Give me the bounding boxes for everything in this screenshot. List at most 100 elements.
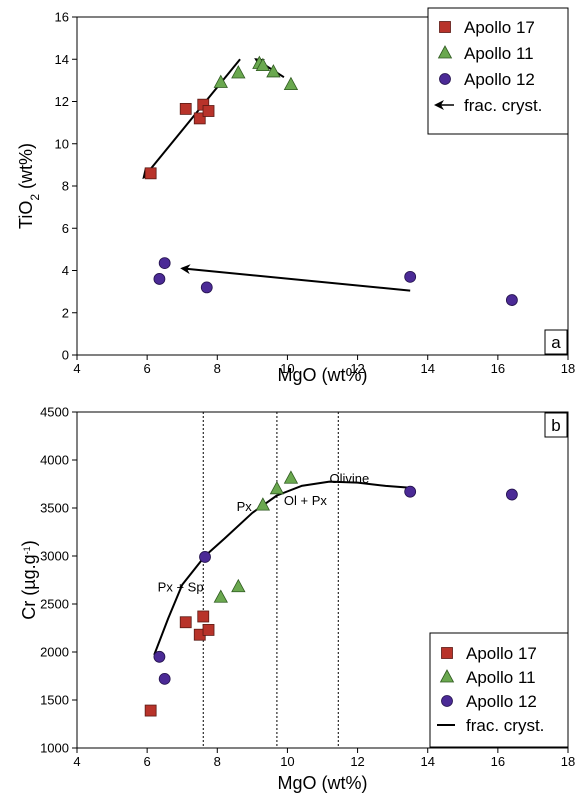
data-point-apollo-12 xyxy=(200,281,213,294)
y-tick-label: 1500 xyxy=(40,693,69,708)
x-axis-title: MgO (wt%) xyxy=(278,773,368,793)
y-axis-title-main: TiO xyxy=(16,201,36,229)
data-point-apollo-11 xyxy=(283,76,299,90)
y-tick-label: 2 xyxy=(62,305,69,320)
x-tick-label: 16 xyxy=(491,361,505,376)
y-tick-label: 10 xyxy=(55,136,69,151)
y-axis-title-superscript: -1 xyxy=(22,546,32,554)
y-axis-title-unit: (wt%) xyxy=(16,143,36,194)
x-tick-label: 8 xyxy=(214,361,221,376)
legend-marker-apollo-17 xyxy=(439,21,451,33)
data-point-apollo-12 xyxy=(505,294,518,306)
x-tick-label: 12 xyxy=(350,754,364,769)
data-point-apollo-12 xyxy=(404,485,417,498)
y-tick-label: 2500 xyxy=(40,597,69,612)
panel-label-box xyxy=(544,412,568,438)
x-tick-label: 18 xyxy=(561,754,575,769)
y-tick-label: 3000 xyxy=(40,549,69,564)
data-point-apollo-17 xyxy=(193,112,206,125)
data-point-apollo-17 xyxy=(179,102,192,115)
y-axis-title-end: ) xyxy=(19,540,39,546)
y-axis-title: Cr (µg.g-1) xyxy=(19,540,39,619)
data-point-apollo-17 xyxy=(197,610,210,623)
data-point-apollo-11 xyxy=(283,470,299,484)
x-tick-label: 10 xyxy=(280,361,294,376)
y-axis-title-main: Cr (µg.g xyxy=(19,554,39,619)
y-tick-label: 4000 xyxy=(40,453,69,468)
data-point-apollo-17 xyxy=(202,624,215,636)
y-tick-label: 14 xyxy=(55,52,69,67)
legend: Apollo 17 Apollo 11 Apollo 12 frac. cryst. xyxy=(429,632,569,748)
chart-panel-b: 4 6 8 10 12 14 16 18 1000 1500 2000 2500 3000 3500 400… xyxy=(19,405,575,794)
y-tick-label: 0 xyxy=(62,348,69,363)
x-tick-label: 14 xyxy=(420,754,434,769)
y-axis-title-subscript: 2 xyxy=(28,194,42,201)
data-point-apollo-12 xyxy=(505,488,518,501)
y-tick-label: 8 xyxy=(62,179,69,194)
legend-label: Apollo 12 xyxy=(464,70,535,89)
y-tick-label: 12 xyxy=(55,94,69,109)
y-tick-label: 4500 xyxy=(40,405,69,420)
crystallization-annotation: Olivine xyxy=(330,471,370,486)
y-axis-title: TiO2 (wt%) xyxy=(16,143,42,229)
data-point-apollo-11 xyxy=(266,64,281,78)
legend-label: Apollo 17 xyxy=(466,644,537,663)
data-point-apollo-11 xyxy=(231,65,246,79)
x-tick-label: 14 xyxy=(420,361,434,376)
data-point-apollo-12 xyxy=(153,650,166,663)
y-tick-label: 16 xyxy=(55,10,69,25)
data-point-apollo-11 xyxy=(213,74,228,88)
x-tick-label: 4 xyxy=(73,754,80,769)
legend-label: frac. cryst. xyxy=(466,716,544,735)
x-axis-title: MgO (wt%) xyxy=(278,365,368,385)
x-tick-label: 8 xyxy=(214,754,221,769)
y-tick-label: 1000 xyxy=(40,741,69,756)
data-point-apollo-11 xyxy=(255,57,271,71)
y-tick-label: 2000 xyxy=(40,645,69,660)
data-point-apollo-17 xyxy=(179,616,192,629)
panel-label: b xyxy=(551,416,560,435)
x-tick-label: 6 xyxy=(144,754,151,769)
data-point-apollo-17 xyxy=(144,704,157,717)
legend-marker-apollo-12 xyxy=(439,73,451,85)
legend-label: Apollo 11 xyxy=(464,44,534,63)
y-tick-label: 3500 xyxy=(40,501,69,516)
panel-label: a xyxy=(551,333,561,352)
chart-panel-a: 4 6 8 10 12 14 16 18 0 2 4 6 8 10 12 14 16 MgO (wt%) TiO2 … xyxy=(16,7,575,385)
data-point-apollo-11 xyxy=(213,589,228,603)
legend-box xyxy=(429,632,569,748)
x-tick-label: 16 xyxy=(491,754,505,769)
data-point-apollo-12 xyxy=(404,270,417,283)
legend-label: Apollo 17 xyxy=(464,18,535,37)
legend-label: Apollo 12 xyxy=(466,692,537,711)
data-point-apollo-17 xyxy=(144,167,157,180)
frac-cryst-arrow xyxy=(180,264,411,292)
x-tick-label: 10 xyxy=(280,754,294,769)
legend-box xyxy=(427,7,569,135)
data-point-apollo-12 xyxy=(199,551,211,563)
data-point-apollo-12 xyxy=(153,273,166,285)
panel-label-box xyxy=(544,329,568,355)
data-point-apollo-12 xyxy=(158,672,171,685)
frac-cryst-arrow xyxy=(142,58,241,180)
data-point-apollo-12 xyxy=(158,257,171,270)
x-tick-label: 4 xyxy=(73,361,80,376)
x-tick-label: 18 xyxy=(561,361,575,376)
legend-marker-apollo-12 xyxy=(441,695,453,707)
legend-marker-apollo-17 xyxy=(441,647,453,659)
legend-marker-apollo-11 xyxy=(439,669,455,683)
legend-label: frac. cryst. xyxy=(464,96,542,115)
data-point-apollo-11 xyxy=(269,480,285,495)
x-tick-label: 12 xyxy=(350,361,364,376)
crystallization-annotation: Ol + Px xyxy=(284,493,327,508)
y-tick-label: 6 xyxy=(62,221,69,236)
legend-marker-apollo-11 xyxy=(437,45,453,59)
data-point-apollo-17 xyxy=(202,105,215,117)
legend-label: Apollo 11 xyxy=(466,668,536,687)
crystallization-annotation: Px xyxy=(237,499,253,514)
y-tick-label: 4 xyxy=(62,263,69,278)
data-point-apollo-11 xyxy=(255,497,271,511)
legend: Apollo 17 Apollo 11 Apollo 12 frac. cryst. xyxy=(427,7,569,135)
x-tick-label: 6 xyxy=(144,361,151,376)
